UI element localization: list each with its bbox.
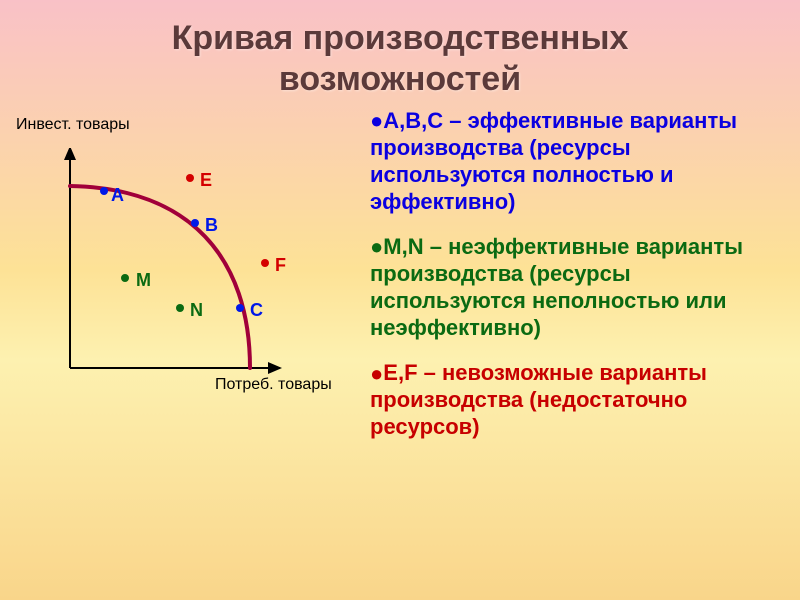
point-label-M: M <box>136 270 151 291</box>
legend-panel: ●A,B,C – эффективные варианты производст… <box>360 108 800 459</box>
legend-inefficient: ●M,N – неэффективные варианты производст… <box>370 234 780 342</box>
title-line-1: Кривая производственных <box>172 19 629 57</box>
y-axis-label: Инвест. товары <box>16 116 130 134</box>
slide-title: Кривая производственных возможностей <box>0 0 800 100</box>
content-row: Инвест. товары A B C M N E F Потреб. товары ●A… <box>0 108 800 459</box>
point-label-C: C <box>250 300 263 321</box>
x-axis-label: Потреб. товары <box>215 376 332 394</box>
title-line-2: возможностей <box>279 60 521 98</box>
legend-efficient: ●A,B,C – эффективные варианты производст… <box>370 108 780 216</box>
point-label-A: A <box>111 185 124 206</box>
chart-panel: Инвест. товары A B C M N E F Потреб. товары <box>0 108 360 418</box>
point-label-B: B <box>205 215 218 236</box>
point-label-N: N <box>190 300 203 321</box>
legend-impossible: ●E,F – невозможные варианты производства… <box>370 360 780 441</box>
ppf-svg <box>50 148 310 388</box>
point-label-F: F <box>275 255 286 276</box>
point-label-E: E <box>200 170 212 191</box>
ppf-chart: A B C M N E F <box>50 148 310 393</box>
